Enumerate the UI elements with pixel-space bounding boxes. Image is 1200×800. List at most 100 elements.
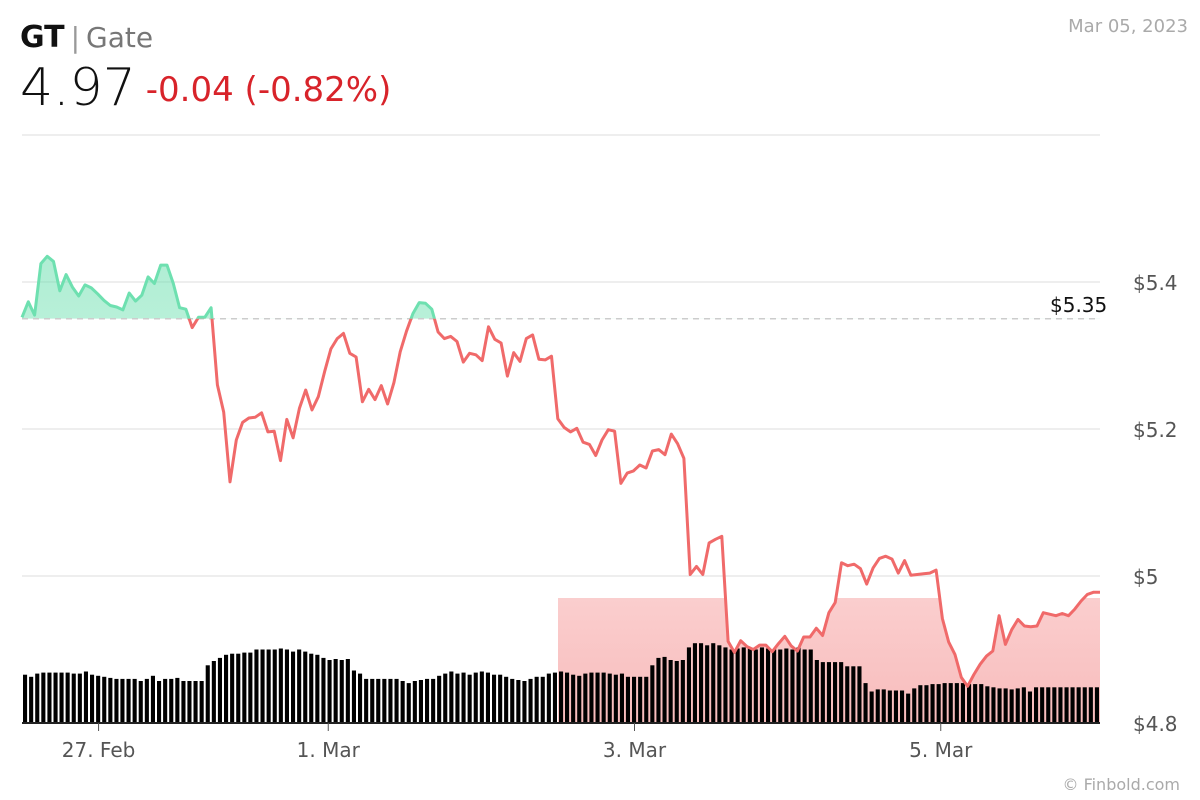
volume-bar xyxy=(930,684,935,723)
volume-bar xyxy=(108,677,113,723)
volume-bar xyxy=(102,676,107,723)
volume-bar xyxy=(772,649,777,723)
volume-bar xyxy=(595,672,600,723)
volume-bar xyxy=(686,647,691,723)
volume-bar xyxy=(644,676,649,723)
volume-bar xyxy=(35,673,40,723)
volume-bar xyxy=(540,676,545,723)
volume-bar xyxy=(973,684,978,723)
volume-bar xyxy=(278,648,283,723)
volume-bar xyxy=(625,676,630,723)
volume-bar xyxy=(53,672,58,723)
symbol-row: GT | Gate xyxy=(20,18,391,58)
volume-bar xyxy=(132,678,137,723)
volume-bar xyxy=(1076,687,1081,723)
header: GT | Gate 4.97 -0.04 (-0.82%) xyxy=(20,18,391,128)
volume-bar xyxy=(1094,687,1099,723)
volume-bar xyxy=(284,649,289,723)
volume-bar xyxy=(656,657,661,723)
volume-bar xyxy=(431,678,436,723)
volume-bar xyxy=(254,649,259,723)
volume-bar xyxy=(559,671,564,723)
volume-bar xyxy=(948,683,953,723)
volume-bar xyxy=(936,684,941,723)
x-tick-label: 27. Feb xyxy=(62,738,136,762)
volume-bar xyxy=(23,674,28,723)
volume-bar xyxy=(680,660,685,723)
volume-bar xyxy=(120,678,125,723)
volume-bar xyxy=(1046,687,1051,723)
volume-bar xyxy=(662,656,667,724)
volume-bar xyxy=(863,683,868,723)
watermark: © Finbold.com xyxy=(1062,775,1180,794)
volume-bar xyxy=(918,685,923,723)
volume-bar xyxy=(211,661,216,723)
current-price: 4.97 xyxy=(20,58,136,118)
volume-bar xyxy=(857,666,862,723)
volume-bar xyxy=(802,649,807,723)
y-tick-label: $5 xyxy=(1133,565,1158,589)
volume-bar xyxy=(979,684,984,723)
volume-bar xyxy=(388,678,393,723)
volume-bar xyxy=(711,643,716,723)
volume-bar xyxy=(351,670,356,723)
volume-bar xyxy=(577,675,582,724)
volume-bar xyxy=(1021,687,1026,723)
volume-bar xyxy=(266,649,271,723)
volume-bar xyxy=(1009,689,1014,723)
volume-bar xyxy=(924,685,929,723)
volume-bar xyxy=(967,684,972,723)
volume-bar xyxy=(991,687,996,723)
volume-bar xyxy=(881,689,886,723)
volume-bar xyxy=(1034,687,1039,723)
volume-bar xyxy=(906,693,911,723)
exchange-name: Gate xyxy=(86,21,154,54)
volume-bar xyxy=(144,678,149,723)
volume-bar xyxy=(455,673,460,723)
volume-bar xyxy=(309,653,314,723)
volume-bar xyxy=(181,681,186,723)
volume-bar xyxy=(376,678,381,723)
volume-bar xyxy=(77,673,82,723)
volume-bar xyxy=(126,678,131,723)
volume-bar xyxy=(845,666,850,723)
y-tick-label: $5.4 xyxy=(1133,271,1178,295)
volume-bar xyxy=(504,676,509,723)
volume-bar xyxy=(522,681,527,723)
volume-bar xyxy=(717,645,722,723)
volume-bar xyxy=(534,676,539,723)
volume-bar xyxy=(1040,687,1045,723)
volume-bar xyxy=(741,647,746,723)
volume-bar xyxy=(638,676,643,723)
volume-bar xyxy=(297,649,302,723)
volume-bar xyxy=(199,681,204,723)
volume-bar xyxy=(674,661,679,723)
volume-bar xyxy=(705,645,710,723)
volume-bar xyxy=(138,681,143,723)
volume-bar xyxy=(187,681,192,723)
volume-bar xyxy=(778,649,783,723)
x-tick-label: 5. Mar xyxy=(909,738,973,762)
volume-bar xyxy=(479,671,484,723)
volume-bar xyxy=(1058,687,1063,723)
volume-bar xyxy=(163,678,168,723)
volume-bar xyxy=(242,652,247,723)
down-area-group xyxy=(557,598,1100,723)
volume-bar xyxy=(668,660,673,723)
down-area-fill xyxy=(557,598,1100,723)
volume-bar xyxy=(766,648,771,723)
separator: | xyxy=(70,21,80,54)
volume-bar xyxy=(729,649,734,723)
volume-bar xyxy=(425,678,430,723)
volume-bar xyxy=(65,672,70,723)
volume-bar xyxy=(193,681,198,723)
volume-bar xyxy=(699,643,704,723)
volume-bar xyxy=(248,652,253,723)
volume-bar xyxy=(467,674,472,723)
volume-bar xyxy=(1070,687,1075,723)
volume-bar xyxy=(1052,687,1057,723)
volume-bar xyxy=(1015,688,1020,723)
volume-bar xyxy=(321,657,326,723)
volume-bar xyxy=(887,690,892,723)
